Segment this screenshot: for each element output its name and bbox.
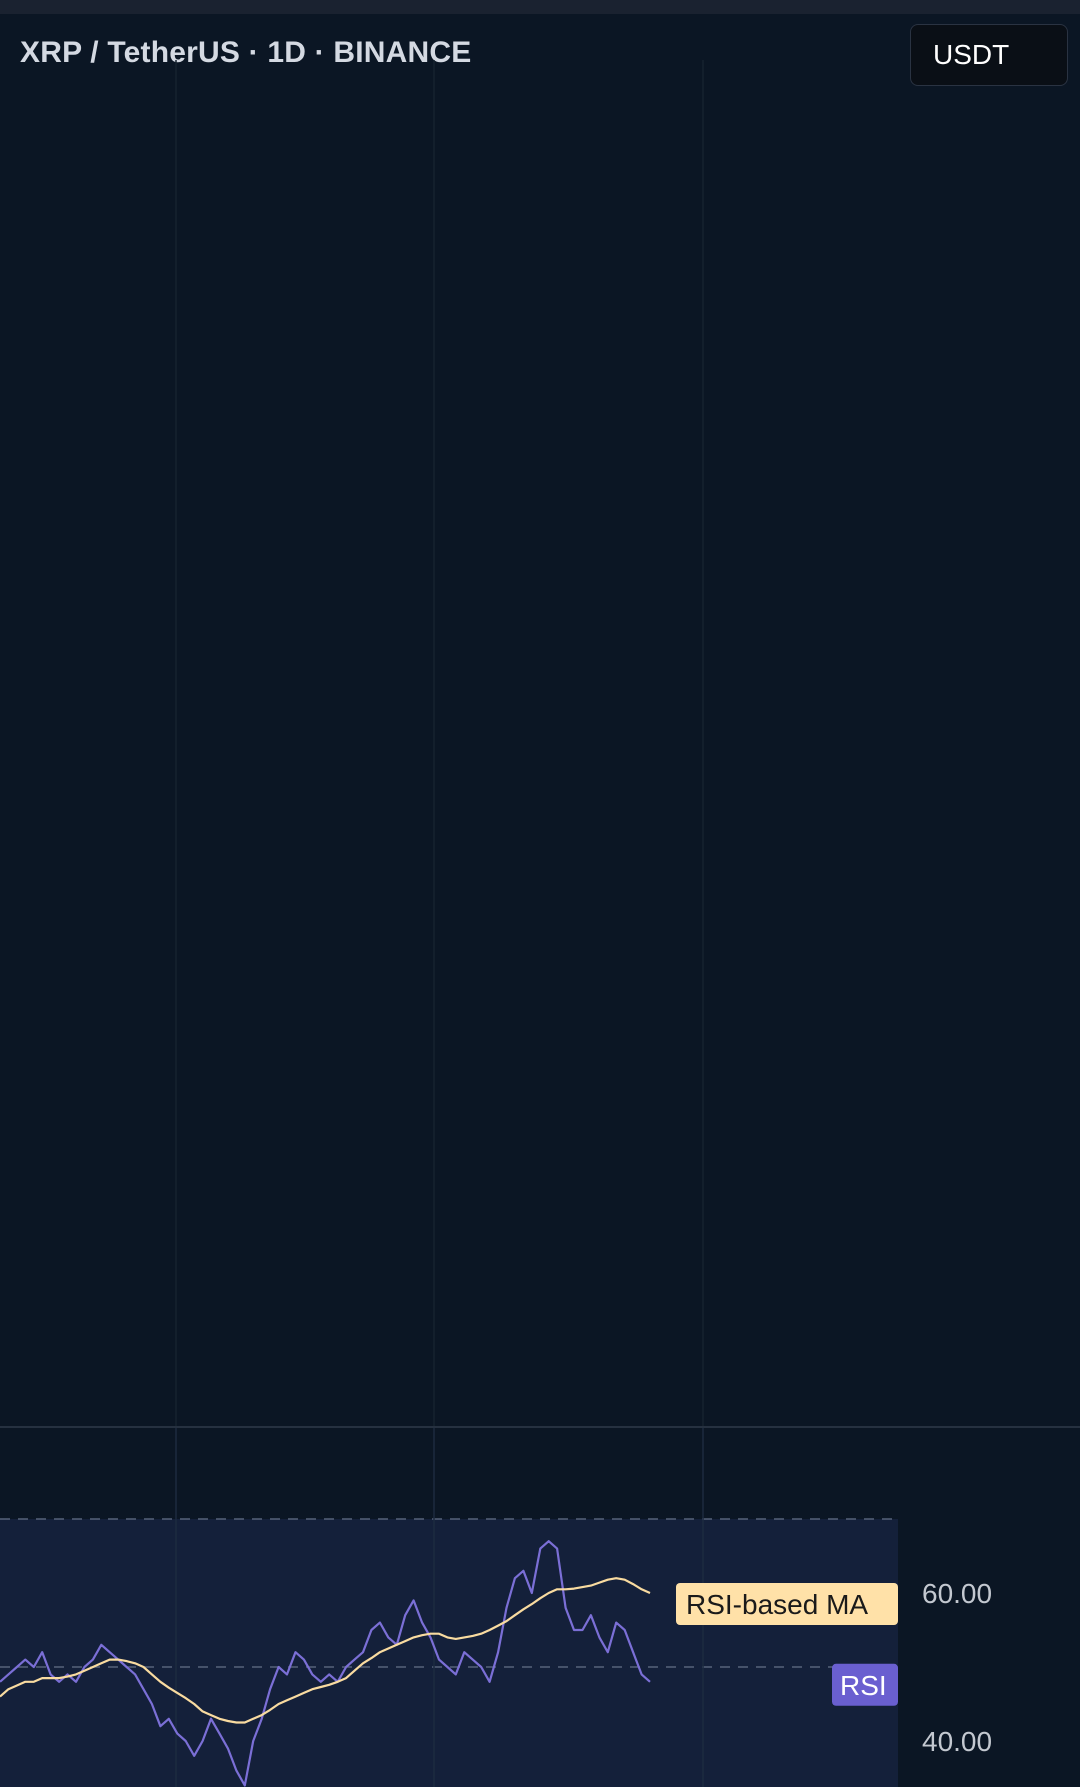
rsi-tag-text: RSI: [840, 1670, 887, 1701]
rsi-background: [0, 1428, 898, 1787]
price-chart[interactable]: 3.00002.70002.60002.40002.10002.00001.80…: [0, 0, 1080, 1428]
rsi-tag: RSI: [832, 1663, 898, 1706]
rsi-ma-line: [0, 1577, 651, 1724]
rsi-ma-tag-text: RSI-based MA: [686, 1589, 868, 1620]
rsi-axis: 60.00 40.00: [922, 1578, 992, 1757]
rsi-band: [0, 1519, 898, 1787]
rsi-ma-tag-bg: [676, 1583, 898, 1625]
currency-selector-button[interactable]: USDT: [910, 24, 1068, 86]
rsi-chart[interactable]: 60.00 40.00 RSI-based MA RSI: [0, 1428, 1080, 1787]
rsi-line: [0, 1540, 651, 1787]
chart-title: XRP / TetherUS · 1D · BINANCE: [20, 36, 472, 69]
rsi-tags: RSI-based MA RSI: [676, 1583, 898, 1706]
rsi-lines: [0, 1540, 651, 1787]
rsi-axis-label: 40.00: [922, 1726, 992, 1757]
top-status-strip: [0, 0, 1080, 14]
rsi-tag-bg: [832, 1663, 898, 1706]
rsi-ma-tag: RSI-based MA: [676, 1583, 898, 1625]
rsi-axis-label: 60.00: [922, 1578, 992, 1609]
price-grid: [0, 60, 1080, 1428]
